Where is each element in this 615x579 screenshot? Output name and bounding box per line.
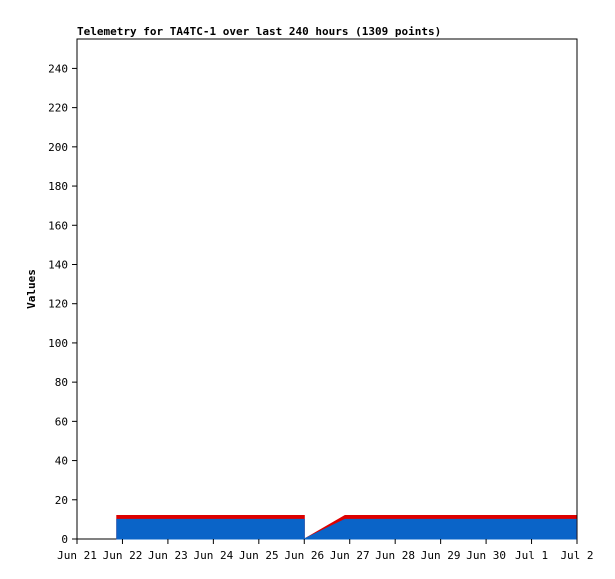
y-tick-label: 60 [55,415,68,428]
x-tick-label: Jun 23 [148,549,188,562]
y-tick-label: 100 [48,337,68,350]
x-tick-label: Jun 26 [284,549,324,562]
x-tick-label: Jul 2 [560,549,593,562]
y-axis-label: Values [25,269,38,309]
y-tick-label: 240 [48,62,68,75]
y-tick-label: 0 [61,533,68,546]
x-tick-label: Jun 27 [330,549,370,562]
y-tick-label: 200 [48,141,68,154]
y-tick-label: 80 [55,376,68,389]
y-axis: 0 20 40 60 80 100 120 140 160 180 200 220 240 [48,62,77,546]
chart-title: Telemetry for TA4TC-1 over last 240 hour… [77,25,441,38]
series-area-2 [116,518,577,540]
y-tick-label: 40 [55,455,68,468]
x-tick-label: Jun 22 [103,549,143,562]
x-tick-label: Jun 21 [57,549,97,562]
y-tick-label: 220 [48,102,68,115]
y-tick-label: 120 [48,298,68,311]
y-tick-label: 180 [48,180,68,193]
x-tick-label: Jun 24 [193,549,233,562]
x-tick-label: Jul 1 [515,549,548,562]
y-tick-label: 20 [55,494,68,507]
y-tick-label: 160 [48,219,68,232]
plot-area [76,38,578,540]
x-tick-label: Jun 30 [466,549,506,562]
series-layer [116,515,577,540]
x-tick-label: Jun 25 [239,549,279,562]
y-tick-label: 140 [48,258,68,271]
x-tick-label: Jun 29 [421,549,461,562]
x-axis: Jun 21 Jun 22 Jun 23 Jun 24 Jun 25 Jun 26 Jun … [57,539,594,562]
x-tick-label: Jun 28 [375,549,415,562]
